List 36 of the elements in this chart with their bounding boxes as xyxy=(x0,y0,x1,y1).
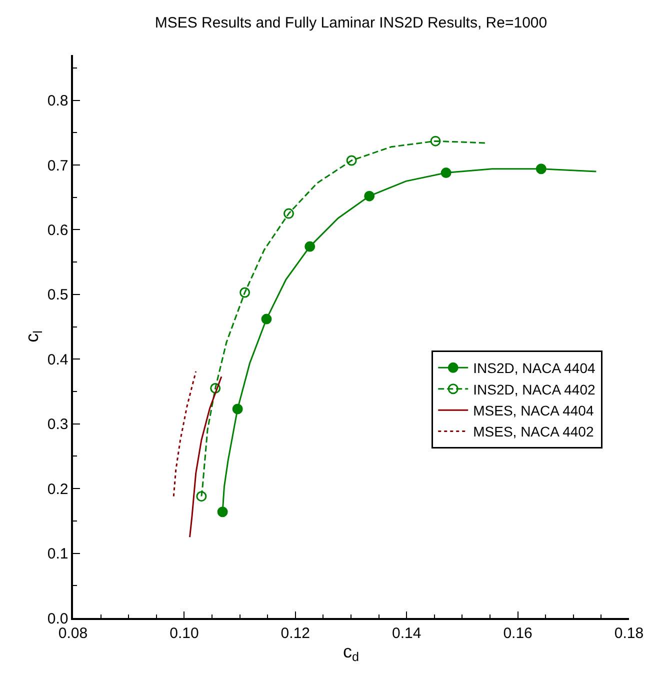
line-series xyxy=(172,370,197,498)
point xyxy=(261,314,272,324)
x-tick-label: 0.08 xyxy=(58,624,88,642)
y-tick-label: 0.5 xyxy=(47,286,68,304)
x-axis-title: c$_{d}$ xyxy=(342,641,360,664)
legend-label: INS2D, NACA 4402 xyxy=(473,381,596,398)
line-series xyxy=(189,376,222,538)
chart-title: MSES Results and Fully Laminar INS2D Results, Re=1000 xyxy=(154,14,548,32)
x-tick-label: 0.10 xyxy=(170,624,199,642)
legend-label: INS2D, NACA 4404 xyxy=(473,360,596,376)
y-tick-label: 0.1 xyxy=(47,546,68,563)
y-tick-label: 0.0 xyxy=(47,610,68,628)
point xyxy=(210,383,221,394)
y-tick-label: 0.3 xyxy=(47,416,68,434)
y-tick-label: 0.7 xyxy=(47,157,68,174)
point xyxy=(430,136,441,146)
y-tick-label: 0.6 xyxy=(47,222,68,239)
point xyxy=(240,287,250,298)
x-tick-label: 0.16 xyxy=(503,624,532,642)
y-tick-label: 0.8 xyxy=(47,92,68,110)
x-tick-label: 0.14 xyxy=(392,624,422,642)
point xyxy=(440,168,452,178)
x-tick-label: 0.18 xyxy=(614,624,644,642)
point xyxy=(346,155,357,166)
point xyxy=(196,491,207,502)
point xyxy=(232,404,243,414)
y-tick-label: 0.4 xyxy=(47,351,68,368)
point xyxy=(304,241,316,252)
legend-label: MSES, NACA 4404 xyxy=(473,402,594,419)
point xyxy=(283,208,294,219)
point xyxy=(536,164,546,174)
y-tick-label: 0.2 xyxy=(47,480,68,498)
point xyxy=(364,190,375,202)
point xyxy=(217,506,228,518)
x-tick-label: 0.12 xyxy=(280,624,310,642)
legend-label: MSES, NACA 4402 xyxy=(473,424,594,440)
